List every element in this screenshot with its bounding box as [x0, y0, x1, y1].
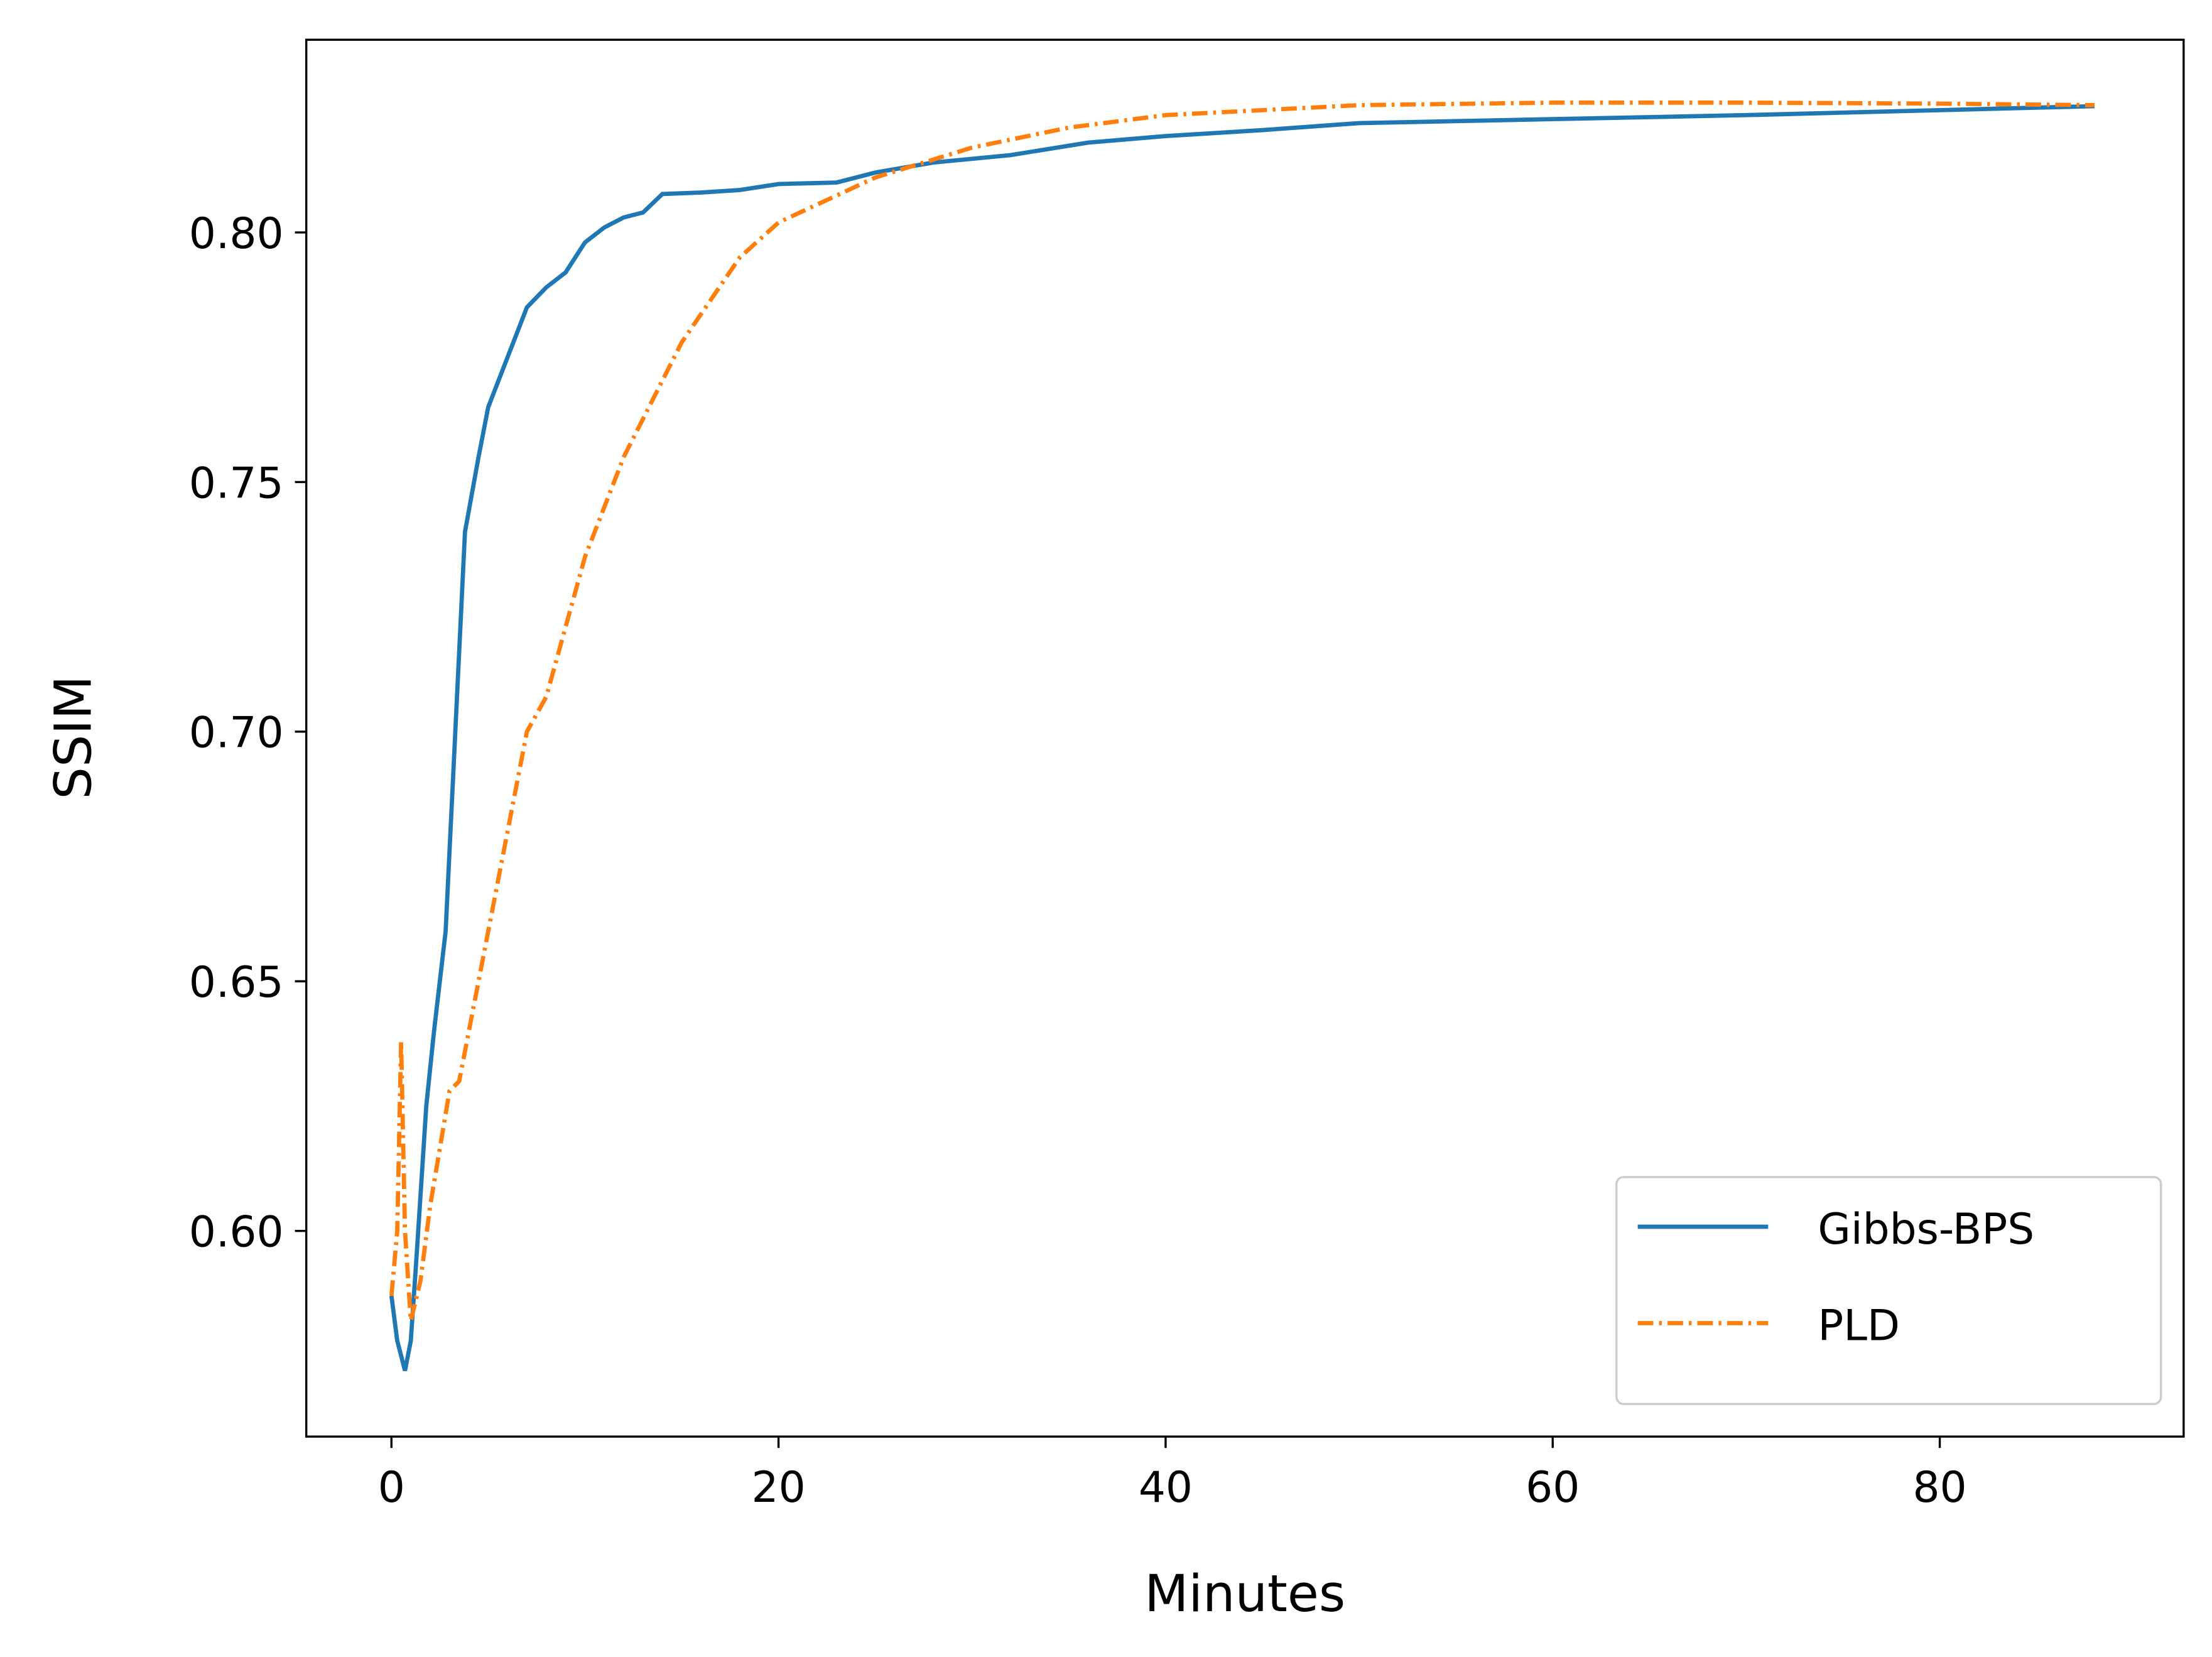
x-tick-label: 0	[378, 1462, 405, 1512]
x-tick-label: 40	[1139, 1462, 1193, 1512]
x-tick-label: 60	[1526, 1462, 1580, 1512]
y-tick-label: 0.75	[189, 458, 284, 508]
y-tick-label: 0.80	[189, 209, 284, 258]
y-tick-label: 0.70	[189, 708, 284, 758]
x-tick-label: 80	[1912, 1462, 1966, 1512]
legend-box	[1615, 1176, 2162, 1405]
x-tick-label: 20	[751, 1462, 805, 1512]
y-axis-label: SSIM	[44, 675, 103, 799]
series-line	[389, 104, 2095, 1372]
plot-frame	[305, 38, 2185, 1438]
legend-label: PLD	[1818, 1301, 1900, 1350]
series-line	[389, 101, 2095, 1322]
legend: Gibbs-BPS PLD	[1615, 1176, 2162, 1405]
y-tick-label: 0.60	[189, 1207, 284, 1256]
legend-label: Gibbs-BPS	[1818, 1204, 2034, 1254]
x-axis-label: Minutes	[1144, 1565, 1345, 1624]
y-tick-label: 0.65	[189, 957, 284, 1007]
